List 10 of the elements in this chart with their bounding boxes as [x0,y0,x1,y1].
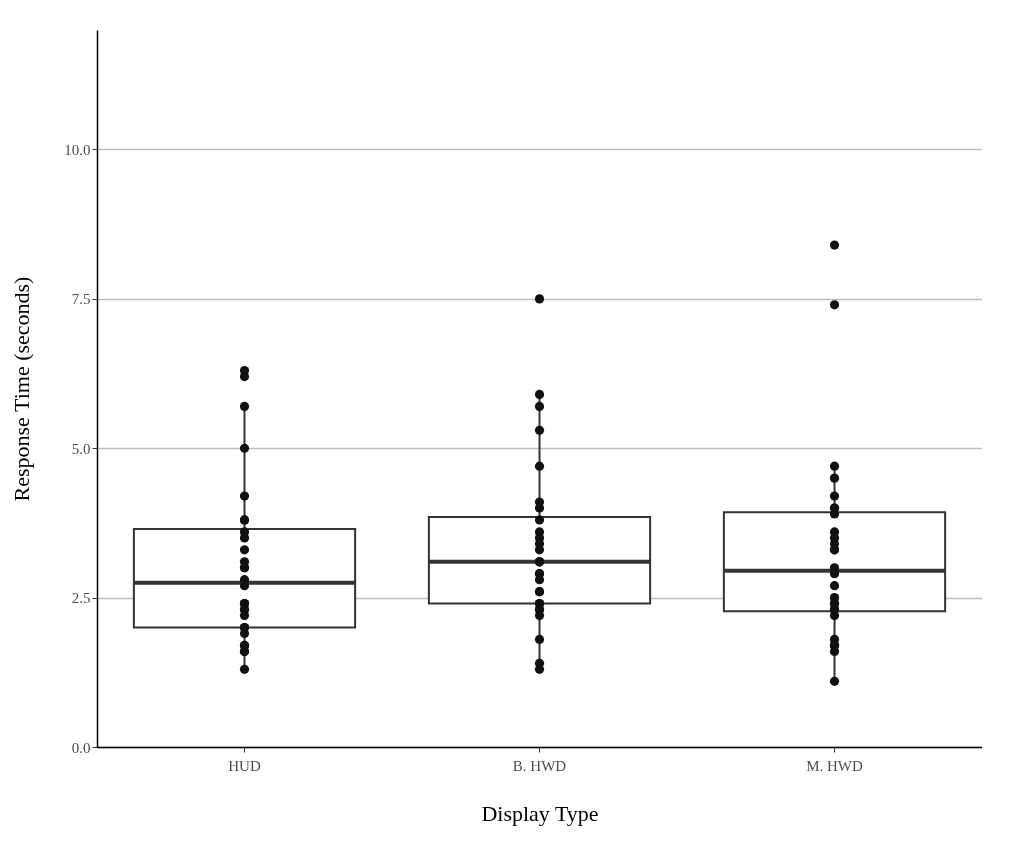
y-tick-label: 5.0 [71,440,91,457]
x-axis-title: Display Type [481,800,599,826]
y-tick-label: 10.0 [64,142,91,158]
y-axis-title: Response Time (seconds) [9,276,35,502]
y-tick-label: 2.5 [71,590,91,607]
y-tick-label: 0.0 [71,739,91,756]
x-tick-label: M. HWD [806,757,863,774]
x-tick-label: B. HWD [512,757,567,774]
x-tick-label: HUD [228,757,261,774]
y-tick-label: 7.5 [71,291,91,308]
